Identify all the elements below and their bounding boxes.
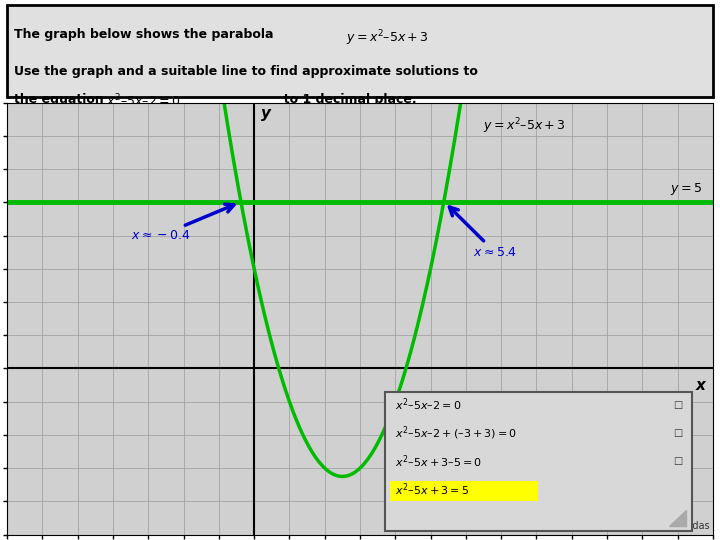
- FancyBboxPatch shape: [7, 5, 713, 97]
- Text: the equation: the equation: [14, 93, 113, 106]
- Text: to 1 decimal place.: to 1 decimal place.: [275, 93, 417, 106]
- Text: $y = 5$: $y = 5$: [670, 181, 702, 197]
- Text: $x^2 – 5x – 2 = 0,$: $x^2 – 5x – 2 = 0,$: [106, 93, 184, 110]
- FancyBboxPatch shape: [384, 392, 692, 531]
- Text: $x^2 – 5x – 2 + (– 3 + 3) = 0$: $x^2 – 5x – 2 + (– 3 + 3) = 0$: [395, 424, 518, 442]
- Text: □: □: [673, 456, 682, 467]
- Text: $x^2 – 5x + 3 = 5$: $x^2 – 5x + 3 = 5$: [395, 482, 469, 498]
- Text: $x \approx -0.4$: $x \approx -0.4$: [131, 204, 234, 242]
- Text: $y = x^2 – 5x + 3$: $y = x^2 – 5x + 3$: [346, 28, 428, 48]
- Text: $x^2 – 5x – 2 = 0$: $x^2 – 5x – 2 = 0$: [395, 397, 462, 413]
- Text: © T Madas: © T Madas: [656, 521, 709, 531]
- Text: Use the graph and a suitable line to find approximate solutions to: Use the graph and a suitable line to fin…: [14, 65, 478, 78]
- Text: $x^2 – 5x + 3 – 5 = 0$: $x^2 – 5x + 3 – 5 = 0$: [395, 453, 482, 470]
- Text: $x \approx 5.4$: $x \approx 5.4$: [449, 207, 517, 259]
- Text: □: □: [673, 428, 682, 438]
- Text: The graph below shows the parabola: The graph below shows the parabola: [14, 28, 282, 42]
- Text: x: x: [696, 379, 706, 394]
- Text: $y = x^2 – 5x + 3$: $y = x^2 – 5x + 3$: [483, 116, 567, 136]
- FancyBboxPatch shape: [390, 482, 538, 501]
- Polygon shape: [669, 510, 686, 526]
- Text: y: y: [261, 106, 271, 121]
- Text: □: □: [673, 400, 682, 410]
